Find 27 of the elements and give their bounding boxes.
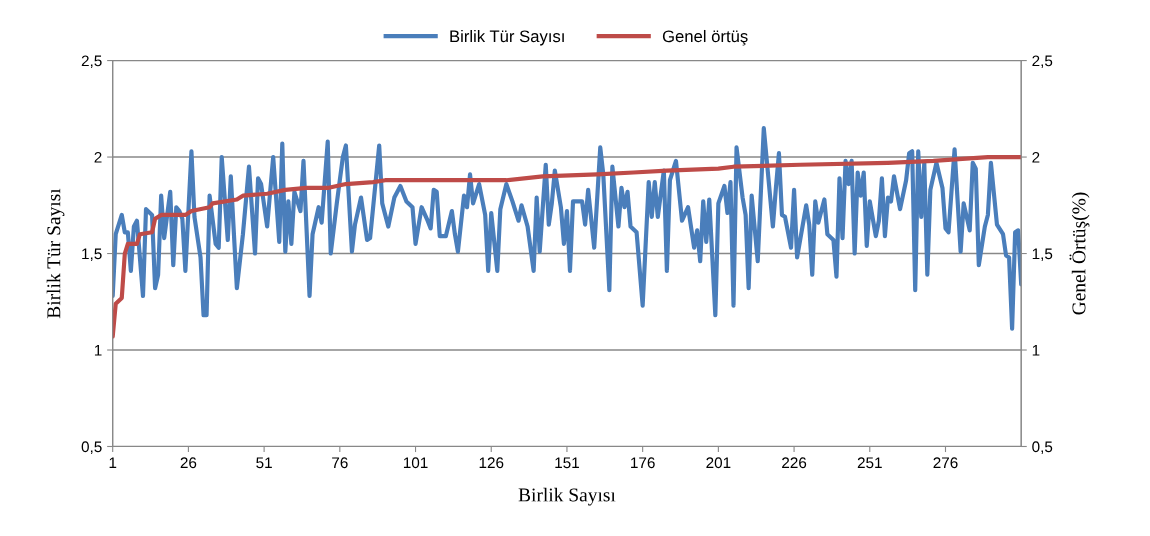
x-tick-label: 1 [109,457,117,468]
y-axis-title: Birlik Tür Sayısı [46,188,65,319]
legend-label: Genel örtüş [662,29,748,46]
y-tick-label: 0,5 [81,441,102,454]
y-tick-label: 2,5 [81,55,102,69]
x-tick-label: 201 [706,457,731,469]
y2-axis-title: Genel Örtüş(%) [1069,192,1090,315]
y2-tick-label: 1 [1032,345,1040,356]
y-tick-label: 2 [94,151,102,163]
y2-tick-label: 0,5 [1032,441,1053,454]
x-tick-label: 251 [857,457,882,469]
x-tick-label: 276 [933,457,958,469]
x-tick-label: 126 [479,457,504,469]
x-tick-label: 51 [256,457,272,469]
y2-tick-label: 1,5 [1032,248,1053,262]
x-tick-label: 226 [782,457,807,469]
x-tick-label: 176 [631,457,655,469]
y-tick-label: 1,5 [82,248,102,262]
y2-tick-label: 2,5 [1032,55,1053,69]
x-tick-label: 26 [180,457,197,469]
x-tick-label: 101 [403,457,428,469]
y2-tick-label: 2 [1032,151,1040,163]
x-axis-title: Birlik Sayısı [518,487,616,506]
x-tick-label: 151 [555,457,579,469]
y-tick-label: 1 [94,345,102,356]
legend-label: Birlik Tür Sayısı [450,29,564,46]
x-tick-label: 76 [332,457,348,469]
